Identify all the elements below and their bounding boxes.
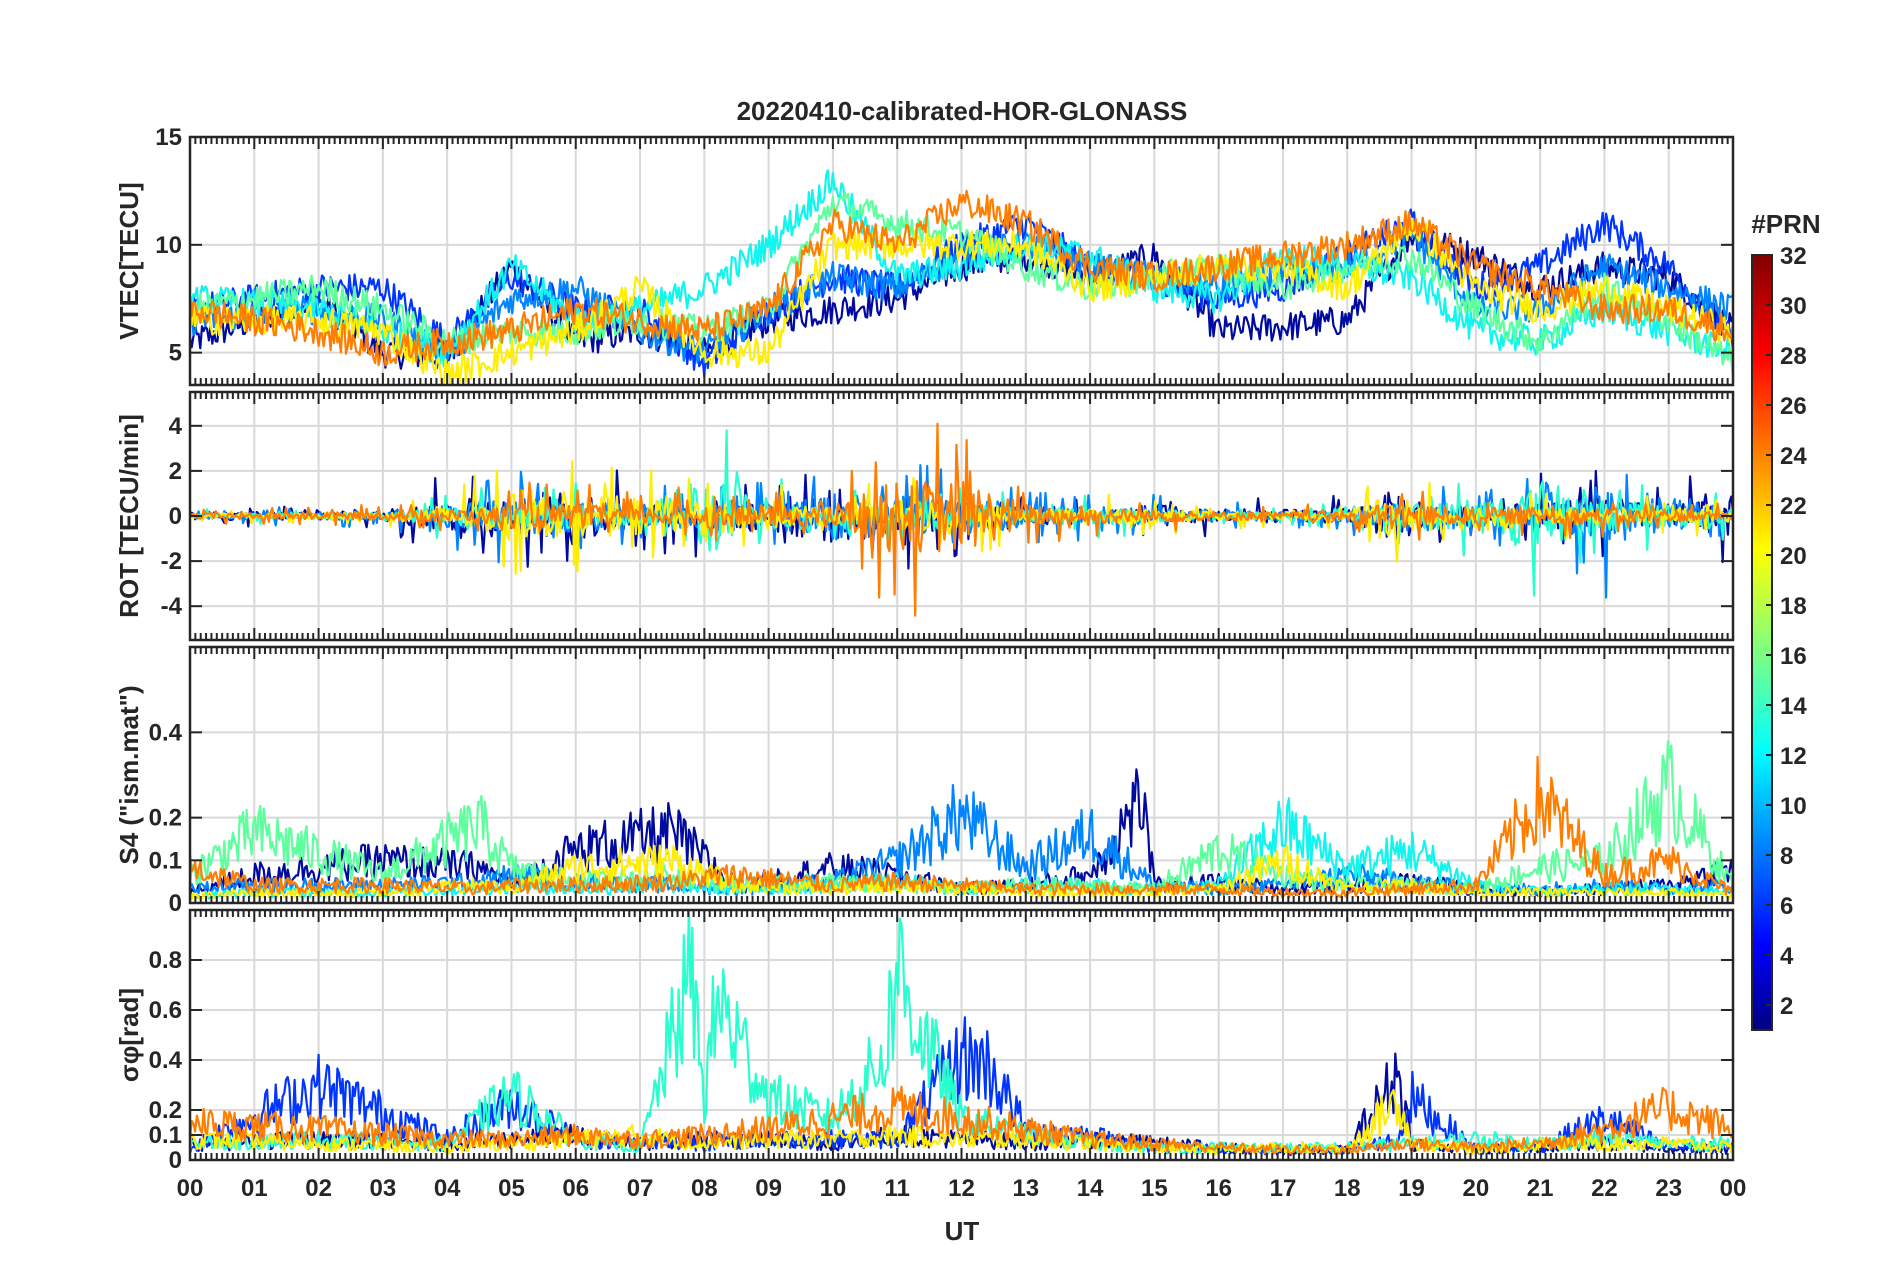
y-tick-label: 0.4 (149, 1047, 183, 1074)
colorbar-tick-label: 20 (1780, 543, 1807, 570)
x-tick-label: 00 (1720, 1175, 1747, 1202)
x-tick-label: 13 (1012, 1175, 1039, 1202)
y-axis-title: VTEC[TECU] (114, 182, 144, 339)
x-tick-label: 04 (434, 1175, 461, 1202)
y-tick-label: 0 (169, 890, 182, 917)
figure-title: 20220410-calibrated-HOR-GLONASS (737, 96, 1188, 126)
y-tick-label: 10 (155, 232, 182, 259)
x-tick-label: 11 (885, 1175, 910, 1202)
y-tick-label: 0.2 (149, 1097, 182, 1124)
series-line-prn-23 (190, 1085, 1733, 1155)
x-tick-label: 01 (241, 1175, 268, 1202)
y-tick-label: 4 (169, 413, 183, 440)
x-tick-label: 07 (627, 1175, 654, 1202)
colorbar-tick-label: 12 (1780, 743, 1807, 770)
x-tick-label: 22 (1591, 1175, 1618, 1202)
x-tick-label: 16 (1205, 1175, 1232, 1202)
colorbar-tick-label: 22 (1780, 493, 1807, 520)
x-tick-label: 15 (1141, 1175, 1168, 1202)
x-tick-label: 10 (820, 1175, 847, 1202)
colorbar-tick-label: 26 (1780, 393, 1807, 420)
colorbar-tick-label: 30 (1780, 293, 1807, 320)
colorbar-tick-label: 32 (1780, 243, 1807, 270)
colorbar-tick-label: 2 (1780, 993, 1793, 1020)
y-tick-label: 0.1 (149, 847, 182, 874)
y-tick-label: 0.8 (149, 947, 182, 974)
colorbar: 32 30 28 26 24 22 20 18 16 14 12 10 8 6 4 2 (1751, 243, 1807, 1031)
colorbar-title: #PRN (1751, 209, 1820, 239)
y-tick-label: -2 (161, 548, 182, 575)
colorbar-tick-label: 18 (1780, 593, 1807, 620)
x-tick-label: 14 (1077, 1175, 1104, 1202)
x-tick-label: 02 (305, 1175, 332, 1202)
series-group (190, 422, 1733, 617)
y-tick-label: 0.2 (149, 805, 182, 832)
x-tick-label: 18 (1334, 1175, 1361, 1202)
series-line-prn-23 (190, 189, 1733, 367)
x-tick-label: 08 (691, 1175, 718, 1202)
colorbar-tick-label: 24 (1780, 443, 1807, 470)
y-tick-label: 0.4 (149, 719, 183, 746)
x-axis-title: UT (945, 1216, 980, 1246)
x-tick-label: 00 (177, 1175, 204, 1202)
x-tick-label: 23 (1655, 1175, 1682, 1202)
y-axis-title: ROT [TECU/min] (114, 414, 144, 618)
x-tick-label: 21 (1527, 1175, 1554, 1202)
y-tick-label: 15 (155, 124, 182, 151)
y-tick-label: 0.1 (149, 1122, 182, 1149)
series-line-prn-23 (190, 422, 1733, 617)
panel-VTEC: 5 10 15 VTEC[TECU] (114, 124, 1735, 387)
panel-ROT: -4 -2 0 2 4 ROT [TECU/min] (114, 390, 1735, 642)
x-tick-label: 12 (948, 1175, 975, 1202)
panel-sigma_phi: 00.10.2 0.4 0.6 0.8σφ[rad] (114, 908, 1735, 1174)
y-tick-label: 0.6 (149, 997, 182, 1024)
colorbar-scale (1751, 254, 1773, 1031)
y-axis-title: S4 ("ism.mat") (114, 685, 144, 864)
x-tick-label: 20 (1462, 1175, 1489, 1202)
x-tick-label: 03 (370, 1175, 397, 1202)
x-tick-label: 06 (562, 1175, 589, 1202)
colorbar-tick-label: 6 (1780, 893, 1793, 920)
y-tick-label: -4 (161, 593, 183, 620)
colorbar-tick-label: 16 (1780, 643, 1807, 670)
colorbar-tick-label: 4 (1780, 943, 1794, 970)
colorbar-tick-label: 28 (1780, 343, 1807, 370)
colorbar-tick-label: 10 (1780, 793, 1807, 820)
y-axis-title: σφ[rad] (114, 988, 144, 1082)
y-tick-label: 5 (169, 340, 182, 367)
shared-x-axis: 00 01 02 03 04 05 06 07 08 09 10 11 12 13 14 15 16 17 18 19… (177, 1175, 1747, 1202)
y-tick-label: 0 (169, 1147, 182, 1174)
panel-S4: 0 0.1 0.2 0.4S4 ("ism.mat") (114, 645, 1735, 917)
x-tick-label: 17 (1270, 1175, 1297, 1202)
x-tick-label: 19 (1398, 1175, 1425, 1202)
x-tick-label: 09 (755, 1175, 782, 1202)
colorbar-tick-label: 8 (1780, 843, 1793, 870)
y-tick-label: 0 (169, 503, 182, 530)
x-tick-label: 05 (498, 1175, 525, 1202)
colorbar-tick-label: 14 (1780, 693, 1807, 720)
y-tick-label: 2 (169, 458, 182, 485)
series-group (190, 169, 1733, 385)
